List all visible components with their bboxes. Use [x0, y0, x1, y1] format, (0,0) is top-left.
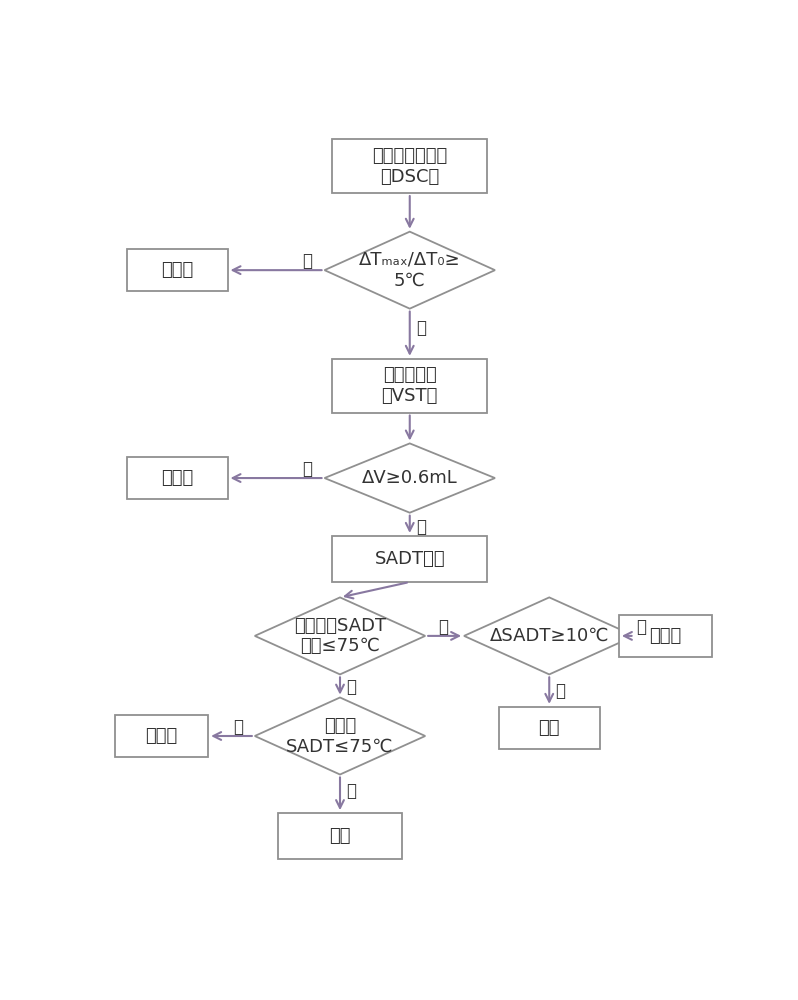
Text: SADT测试: SADT测试: [374, 550, 445, 568]
FancyBboxPatch shape: [127, 457, 227, 499]
Text: 否: 否: [346, 678, 356, 696]
Text: 是: 是: [438, 618, 448, 636]
FancyBboxPatch shape: [115, 715, 208, 757]
Text: 否: 否: [416, 319, 426, 337]
Polygon shape: [325, 443, 495, 513]
Text: 不相容: 不相容: [161, 261, 193, 279]
Text: 是: 是: [636, 618, 646, 636]
Text: 是: 是: [233, 718, 243, 736]
FancyBboxPatch shape: [332, 359, 488, 413]
Text: 是: 是: [302, 252, 313, 270]
Text: 否: 否: [416, 518, 426, 536]
Text: 相容: 相容: [539, 719, 560, 737]
Text: 不相容: 不相容: [650, 627, 681, 645]
Text: ΔV≥0.6mL: ΔV≥0.6mL: [361, 469, 457, 487]
Text: 否: 否: [555, 682, 566, 700]
Text: 差示扫描量热法
（DSC）: 差示扫描量热法 （DSC）: [372, 147, 448, 186]
FancyBboxPatch shape: [278, 813, 402, 859]
Polygon shape: [255, 597, 425, 674]
Text: 不相容: 不相容: [161, 469, 193, 487]
Polygon shape: [255, 698, 425, 774]
FancyBboxPatch shape: [499, 707, 599, 749]
Polygon shape: [325, 232, 495, 309]
Text: 相容: 相容: [330, 827, 351, 845]
Text: 不相容: 不相容: [145, 727, 178, 745]
FancyBboxPatch shape: [127, 249, 227, 291]
Polygon shape: [464, 597, 634, 674]
Text: ΔSADT≥10℃: ΔSADT≥10℃: [489, 627, 609, 645]
Text: 是: 是: [302, 460, 313, 478]
FancyBboxPatch shape: [332, 536, 488, 582]
Text: ΔTₘₐₓ/ΔT₀≥
5℃: ΔTₘₐₓ/ΔT₀≥ 5℃: [359, 251, 460, 290]
Text: 物质自身SADT
是否≤75℃: 物质自身SADT 是否≤75℃: [294, 616, 386, 655]
Text: 真空安定法
（VST）: 真空安定法 （VST）: [381, 366, 438, 405]
FancyBboxPatch shape: [619, 615, 712, 657]
FancyBboxPatch shape: [332, 139, 488, 193]
Text: 混合物
SADT≤75℃: 混合物 SADT≤75℃: [286, 717, 393, 755]
Text: 否: 否: [346, 782, 356, 800]
